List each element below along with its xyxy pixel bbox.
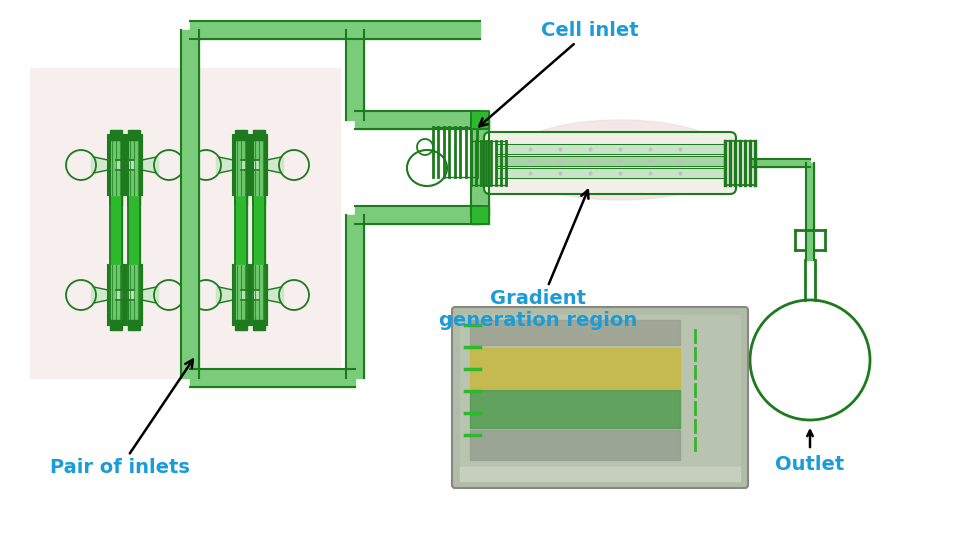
- Bar: [190, 21, 479, 39]
- Bar: [251, 265, 267, 325]
- FancyBboxPatch shape: [452, 307, 747, 488]
- Bar: [126, 135, 142, 195]
- Bar: [233, 265, 249, 325]
- Bar: [471, 206, 489, 224]
- Bar: [128, 135, 140, 205]
- Text: Cell inlet: Cell inlet: [478, 20, 639, 126]
- Polygon shape: [91, 287, 108, 303]
- Bar: [234, 135, 247, 325]
- Bar: [128, 320, 140, 330]
- Bar: [241, 160, 258, 170]
- Bar: [116, 290, 133, 300]
- Text: Outlet: Outlet: [775, 455, 843, 475]
- Bar: [470, 320, 679, 345]
- Bar: [471, 111, 489, 129]
- Bar: [110, 135, 122, 205]
- Polygon shape: [142, 287, 158, 303]
- Bar: [234, 130, 247, 140]
- Bar: [346, 215, 364, 378]
- Text: Pair of inlets: Pair of inlets: [50, 359, 193, 477]
- Bar: [470, 430, 679, 460]
- Polygon shape: [267, 157, 283, 173]
- Bar: [128, 135, 140, 325]
- Bar: [459, 315, 740, 480]
- FancyBboxPatch shape: [483, 132, 735, 194]
- Bar: [470, 348, 679, 388]
- Bar: [241, 290, 258, 300]
- Polygon shape: [216, 157, 233, 173]
- Bar: [253, 320, 265, 330]
- Bar: [251, 135, 267, 195]
- Bar: [128, 130, 140, 140]
- Polygon shape: [407, 150, 447, 186]
- Bar: [126, 265, 142, 325]
- Bar: [108, 265, 124, 325]
- Bar: [355, 206, 479, 224]
- Bar: [233, 135, 249, 195]
- Bar: [471, 111, 489, 129]
- Bar: [108, 135, 124, 195]
- Bar: [116, 160, 133, 170]
- Bar: [496, 144, 723, 154]
- Bar: [110, 320, 122, 330]
- Bar: [471, 120, 489, 215]
- Bar: [253, 130, 265, 140]
- Bar: [234, 135, 247, 205]
- Bar: [110, 130, 122, 140]
- Polygon shape: [416, 139, 433, 155]
- Bar: [496, 156, 723, 166]
- Bar: [181, 30, 199, 378]
- Text: Gradient
generation region: Gradient generation region: [438, 190, 637, 331]
- Polygon shape: [267, 287, 283, 303]
- Polygon shape: [91, 157, 108, 173]
- Bar: [253, 135, 265, 205]
- Bar: [234, 320, 247, 330]
- Bar: [459, 467, 740, 481]
- Bar: [190, 369, 355, 387]
- Bar: [471, 206, 489, 224]
- Bar: [805, 163, 813, 260]
- Polygon shape: [216, 287, 233, 303]
- Bar: [253, 135, 265, 325]
- Bar: [110, 135, 122, 325]
- Ellipse shape: [504, 120, 734, 200]
- Bar: [30, 68, 339, 378]
- Polygon shape: [142, 157, 158, 173]
- Bar: [355, 111, 479, 129]
- Bar: [346, 30, 364, 120]
- Bar: [470, 390, 679, 428]
- Bar: [496, 168, 723, 178]
- Bar: [749, 159, 809, 167]
